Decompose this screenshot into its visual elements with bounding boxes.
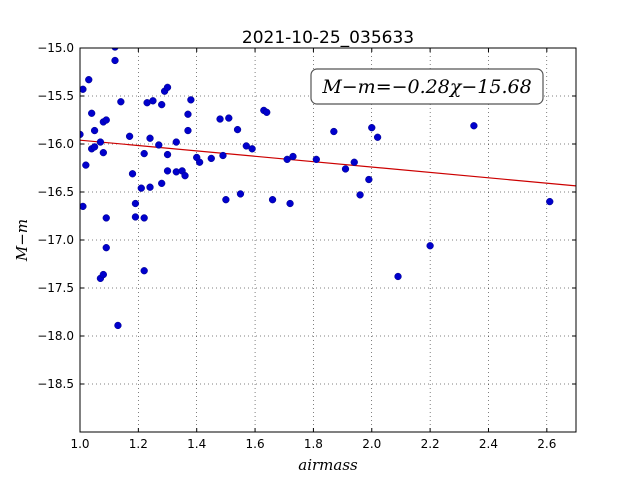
data-point — [140, 267, 148, 275]
data-point — [80, 130, 84, 139]
x-tick-label: 1.0 — [70, 437, 89, 451]
data-point — [312, 155, 320, 164]
data-point — [90, 126, 99, 135]
x-tick-label: 2.6 — [537, 437, 556, 451]
y-tick-label: −18.5 — [37, 377, 74, 391]
annotation-box — [310, 68, 544, 105]
data-point — [80, 85, 87, 93]
data-point — [90, 143, 99, 151]
equation-annotation: M−m=−0.28χ−15.68 — [310, 68, 544, 105]
data-point — [88, 109, 96, 117]
data-point — [172, 138, 180, 146]
data-point — [365, 175, 373, 184]
data-point — [102, 116, 110, 124]
fit-line — [80, 139, 576, 187]
data-point — [286, 199, 294, 208]
data-point — [111, 48, 119, 51]
data-point — [368, 124, 376, 132]
x-axis-label: airmass — [298, 456, 358, 474]
y-tick-label: −16.0 — [37, 137, 74, 151]
y-axis-label: M−m — [13, 219, 31, 262]
fit-line-group — [80, 139, 576, 187]
data-point — [470, 122, 478, 130]
data-point — [219, 151, 227, 160]
data-point — [140, 214, 148, 222]
data-point — [102, 244, 110, 252]
data-point — [341, 165, 350, 173]
data-point — [263, 108, 271, 116]
annotation-text: M−m=−0.28χ−15.68 — [321, 76, 531, 98]
data-point — [394, 272, 402, 281]
data-point — [158, 179, 166, 188]
data-point — [128, 170, 137, 178]
data-point — [187, 96, 195, 104]
data-point — [82, 161, 90, 169]
data-point — [102, 214, 110, 222]
data-point — [184, 126, 192, 135]
data-point — [225, 114, 233, 122]
data-point — [131, 213, 140, 221]
data-point — [222, 196, 230, 204]
x-tick-label: 2.2 — [421, 437, 440, 451]
data-points — [80, 48, 554, 330]
data-point — [242, 142, 250, 150]
data-point — [99, 148, 107, 157]
data-point — [268, 196, 277, 204]
data-point — [426, 242, 434, 250]
data-point — [233, 125, 242, 134]
data-point — [140, 149, 148, 158]
data-point — [216, 115, 224, 123]
y-tick-label: −15.0 — [37, 41, 74, 55]
data-point — [158, 100, 166, 109]
data-point — [96, 138, 105, 146]
x-tick-label: 1.8 — [304, 437, 323, 451]
data-point — [125, 132, 134, 140]
y-tick-label: −17.0 — [37, 233, 74, 247]
data-point — [373, 133, 382, 141]
y-tick-labels: −15.0 −15.5 −16.0 −16.5 −17.0 −17.5 −18.0 −18.5 — [37, 41, 74, 391]
data-point — [137, 184, 145, 192]
data-point — [184, 110, 192, 118]
data-point — [330, 127, 338, 136]
x-tick-label: 1.2 — [129, 437, 148, 451]
data-point — [546, 197, 554, 206]
data-point — [163, 150, 172, 159]
data-point — [99, 270, 107, 279]
y-tick-label: −16.5 — [37, 185, 74, 199]
data-point — [181, 172, 189, 180]
x-tick-label: 2.4 — [479, 437, 498, 451]
data-point — [117, 98, 125, 106]
data-point — [283, 155, 291, 164]
x-tick-labels: 1.0 1.2 1.4 1.6 1.8 2.0 2.2 2.4 2.6 — [70, 437, 556, 451]
data-point — [350, 158, 358, 166]
y-tick-label: −18.0 — [37, 329, 74, 343]
grid — [80, 48, 576, 432]
x-tick-label: 1.6 — [246, 437, 265, 451]
y-tick-label: −17.5 — [37, 281, 74, 295]
data-point — [85, 76, 93, 84]
data-point — [163, 167, 172, 175]
data-point — [248, 145, 256, 153]
x-tick-label: 2.0 — [362, 437, 381, 451]
data-point — [155, 141, 163, 149]
data-point — [356, 191, 364, 199]
data-point — [195, 158, 204, 166]
data-point — [207, 154, 215, 163]
data-point — [114, 321, 122, 330]
data-point — [111, 56, 119, 65]
data-point — [289, 152, 297, 161]
data-point — [149, 97, 157, 105]
data-point — [163, 83, 172, 92]
chart-title: 2021-10-25_035633 — [242, 28, 414, 48]
axis-ticks — [79, 47, 576, 432]
data-point — [236, 190, 245, 198]
data-point — [131, 199, 140, 208]
data-point — [146, 134, 154, 142]
data-point — [80, 202, 87, 211]
x-tick-label: 1.4 — [187, 437, 206, 451]
data-point — [146, 183, 154, 191]
y-tick-label: −15.5 — [37, 89, 74, 103]
